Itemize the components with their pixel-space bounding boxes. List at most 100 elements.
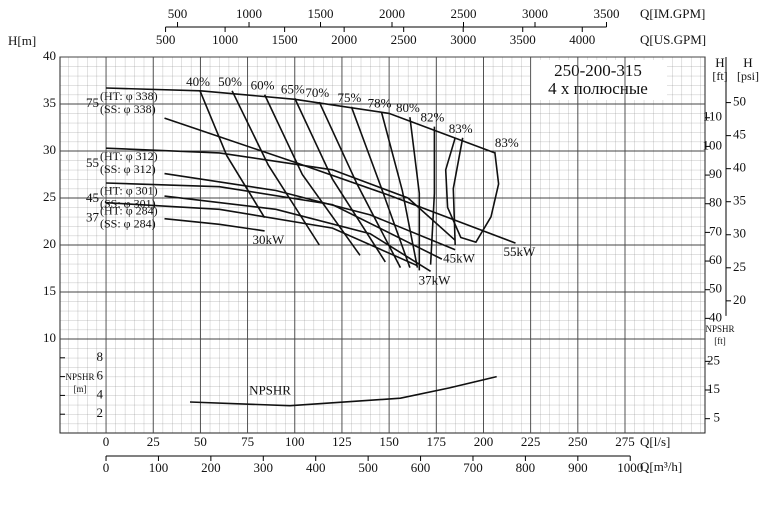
curve-label: (HT: φ 284) — [100, 203, 158, 217]
y-axis-unit: [psi] — [737, 69, 759, 83]
x-tick-label: 275 — [615, 434, 635, 449]
x-axis-label: Q[l/s] — [640, 434, 670, 449]
tick-label: 900 — [568, 460, 588, 475]
tick-label: 1500 — [308, 6, 334, 21]
efficiency-line — [429, 126, 436, 265]
efficiency-label: 83% — [495, 135, 519, 150]
tick-label: 60 — [709, 252, 722, 267]
tick-label: 40 — [709, 309, 722, 324]
tick-label: 45 — [733, 127, 746, 142]
tick-label: 35 — [733, 193, 746, 208]
x-tick-label: 250 — [568, 434, 588, 449]
efficiency-label: 60% — [251, 78, 275, 93]
tick-label: 3500 — [510, 32, 536, 47]
tick-label: 1000 — [617, 460, 643, 475]
tick-label: 500 — [156, 32, 176, 47]
tick-label: 70 — [709, 223, 722, 238]
tick-label: 2 — [97, 405, 104, 420]
tick-label: 1500 — [272, 32, 298, 47]
tick-label: 8 — [97, 349, 104, 364]
tick-label: 500 — [168, 6, 188, 21]
efficiency-label: 83% — [449, 121, 473, 136]
npshr-label: NPSHR — [705, 324, 734, 334]
tick-label: 2500 — [451, 6, 477, 21]
efficiency-line — [199, 90, 266, 219]
tick-label: 1000 — [212, 32, 238, 47]
tick-label: 3000 — [522, 6, 548, 21]
npshr-curve — [189, 375, 497, 407]
tick-label: 80 — [709, 195, 722, 210]
y-axis-label: H — [743, 55, 752, 70]
efficiency-line — [318, 101, 402, 268]
tick-label: 50 — [709, 281, 722, 296]
tick-label: 2000 — [331, 32, 357, 47]
power-label: 45 — [86, 190, 99, 205]
efficiency-label: 70% — [305, 85, 329, 100]
tick-label: 3500 — [593, 6, 619, 21]
y-tick-label: 25 — [43, 189, 56, 204]
curve-label: (HT: φ 312) — [100, 149, 158, 163]
tick-label: 15 — [707, 381, 720, 396]
efficiency-line — [263, 94, 361, 256]
efficiency-label: 78% — [368, 95, 392, 110]
hq-curve — [105, 147, 456, 241]
efficiency-label: 50% — [218, 74, 242, 89]
y-tick-label: 35 — [43, 95, 56, 110]
x-axis-label: Q[US.GPM] — [640, 32, 706, 47]
efficiency-label: 75% — [337, 90, 361, 105]
y-tick-label: 10 — [43, 330, 56, 345]
x-tick-label: 25 — [147, 434, 160, 449]
y-axis-unit: [ft] — [712, 69, 727, 83]
power-end-label: 45kW — [443, 251, 476, 266]
power-end-label: 30kW — [253, 232, 286, 247]
x-tick-label: 100 — [285, 434, 305, 449]
tick-label: 90 — [709, 166, 722, 181]
tick-label: 2500 — [391, 32, 417, 47]
x-tick-label: 200 — [474, 434, 494, 449]
tick-label: 700 — [463, 460, 483, 475]
tick-label: 3000 — [450, 32, 476, 47]
efficiency-line — [452, 137, 464, 246]
tick-label: 40 — [733, 160, 746, 175]
efficiency-line — [294, 98, 386, 263]
power-end-label: 55kW — [504, 244, 537, 259]
y-tick-label: 40 — [43, 48, 56, 63]
tick-label: 300 — [254, 460, 274, 475]
efficiency-label: 40% — [186, 74, 210, 89]
npshr-curve-label: NPSHR — [249, 383, 291, 398]
efficiency-label: 65% — [281, 81, 305, 96]
efficiency-line — [380, 112, 419, 268]
x-axis-label: Q[m³/h] — [640, 459, 682, 474]
tick-label: 2000 — [379, 6, 405, 21]
curve-label: (SS: φ 284) — [100, 216, 156, 230]
curve-label: (HT: φ 301) — [100, 184, 158, 198]
curve-label: (HT: φ 338) — [100, 89, 158, 103]
y-axis-label: H — [715, 55, 724, 70]
chart-title: 250-200-315 — [554, 61, 642, 80]
x-tick-label: 150 — [379, 434, 399, 449]
power-label: 55 — [86, 155, 99, 170]
npshr-unit: [ft] — [714, 336, 726, 346]
hq-curve — [105, 182, 443, 260]
tick-label: 20 — [733, 292, 746, 307]
x-tick-label: 50 — [194, 434, 207, 449]
chart-subtitle: 4 х полюсные — [548, 79, 648, 98]
efficiency-line — [231, 90, 320, 246]
tick-label: 0 — [103, 460, 110, 475]
tick-label: 50 — [733, 94, 746, 109]
x-tick-label: 175 — [427, 434, 447, 449]
efficiency-label: 82% — [420, 110, 444, 125]
tick-label: 200 — [201, 460, 221, 475]
hq-curve — [164, 195, 432, 272]
hq-curve — [164, 217, 265, 232]
efficiency-line — [409, 117, 421, 271]
x-tick-label: 75 — [241, 434, 254, 449]
efficiency-label: 80% — [396, 100, 420, 115]
x-tick-label: 225 — [521, 434, 541, 449]
efficiency-line — [350, 106, 411, 268]
tick-label: 5 — [714, 410, 721, 425]
curve-label: (SS: φ 338) — [100, 102, 156, 116]
tick-label: 400 — [306, 460, 326, 475]
power-label: 75 — [86, 95, 99, 110]
